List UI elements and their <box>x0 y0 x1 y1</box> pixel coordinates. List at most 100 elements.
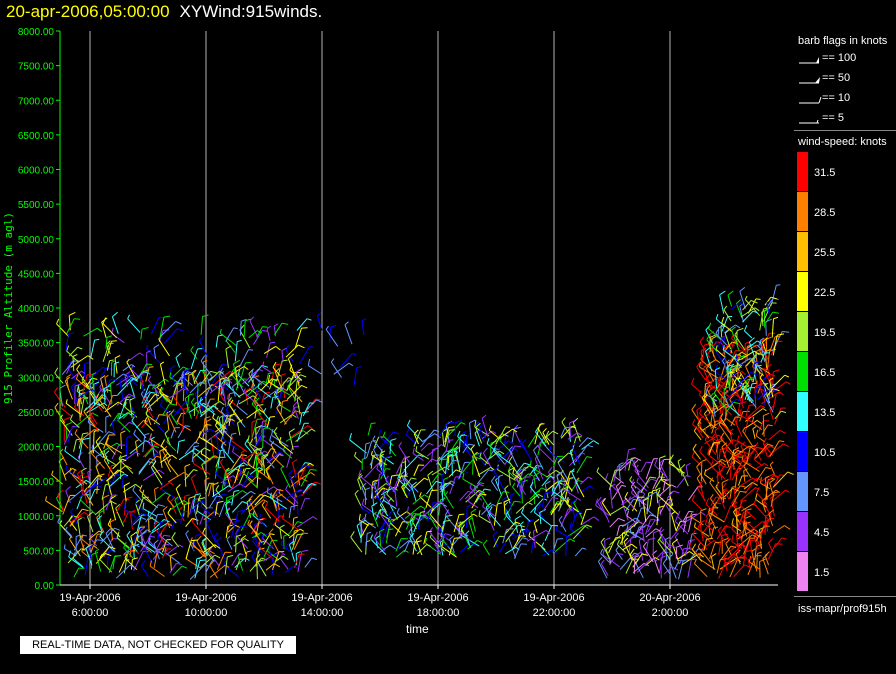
wind-barb <box>234 465 241 484</box>
wind-barb <box>230 520 237 539</box>
wind-barb-flag <box>159 386 163 393</box>
wind-barb-flag <box>262 326 268 328</box>
wind-barb-flag <box>536 503 541 511</box>
wind-barb <box>465 436 469 451</box>
wind-barb <box>404 458 407 477</box>
wind-barb <box>457 513 474 527</box>
wind-barb <box>220 411 231 422</box>
wind-barb-flag <box>623 537 629 543</box>
wind-barb-flag <box>361 318 367 322</box>
wind-barb-flag <box>762 521 768 525</box>
wind-barb <box>240 490 252 500</box>
wind-barb <box>745 391 751 402</box>
wind-barb <box>90 477 107 490</box>
speed-legend-label: 25.5 <box>814 247 835 259</box>
wind-barb-flag <box>739 302 745 306</box>
wind-barb <box>774 410 782 420</box>
wind-barb <box>228 376 231 388</box>
wind-barb-flag <box>697 424 702 430</box>
wind-barb <box>533 470 540 482</box>
wind-barb-flag <box>712 394 717 400</box>
wind-barb <box>237 422 241 436</box>
wind-barb <box>710 421 721 429</box>
wind-barb-flag <box>734 331 738 336</box>
wind-barb <box>508 537 517 559</box>
wind-barb-flag <box>245 318 251 322</box>
wind-barb-flag <box>463 470 469 473</box>
wind-barb-flag <box>274 384 280 389</box>
wind-barb <box>212 485 215 497</box>
wind-barb-flag <box>700 511 706 516</box>
wind-barb-flag <box>677 510 681 517</box>
wind-barb <box>514 537 523 548</box>
wind-barb-flag <box>762 408 767 412</box>
y-tick-label: 1500.00 <box>18 477 55 488</box>
wind-barb-flag <box>743 386 748 391</box>
wind-barb-flag <box>696 406 702 411</box>
wind-barb <box>677 516 686 525</box>
wind-barb-flag <box>659 533 663 541</box>
wind-barb-flag <box>618 462 624 466</box>
wind-barb-flag <box>533 444 539 451</box>
wind-barb <box>172 565 183 576</box>
wind-barb <box>512 486 521 497</box>
wind-barb-flag <box>149 458 156 461</box>
wind-barb <box>247 365 263 383</box>
wind-barb <box>235 534 249 549</box>
wind-barb <box>416 544 427 555</box>
wind-barb-flag <box>99 394 105 401</box>
wind-barb-flag <box>182 375 187 380</box>
wind-barb <box>705 368 715 382</box>
wind-barb <box>268 533 279 553</box>
wind-barb-flag <box>773 316 779 320</box>
wind-barb <box>205 560 213 573</box>
wind-barb-flag <box>252 395 258 399</box>
wind-barb-flag <box>770 296 777 300</box>
wind-barb-flag <box>106 340 111 345</box>
wind-barb <box>409 537 417 552</box>
barb-legend-item-100: == 100 <box>794 52 894 68</box>
wind-barb <box>534 424 541 445</box>
wind-barb <box>131 512 142 526</box>
wind-barb-flag <box>441 483 447 488</box>
wind-barb-flag <box>470 542 477 547</box>
wind-barb <box>111 444 120 460</box>
wind-barb-flag <box>720 558 727 561</box>
wind-barb-flag <box>66 345 70 352</box>
wind-barb-flag <box>177 383 183 386</box>
wind-barb <box>154 489 157 501</box>
wind-barb-flag <box>505 511 509 516</box>
wind-barb-flag <box>301 384 308 389</box>
wind-barb-flag <box>706 333 711 341</box>
wind-barb <box>399 540 410 549</box>
wind-barb <box>730 302 741 311</box>
wind-barb <box>617 544 626 554</box>
wind-barb <box>774 407 782 425</box>
wind-barb <box>398 445 411 464</box>
wind-barb <box>498 440 509 450</box>
wind-barb-flag <box>460 434 466 437</box>
wind-barb-flag <box>756 364 762 367</box>
wind-barb <box>715 441 719 453</box>
wind-barb <box>340 353 353 368</box>
wind-barb <box>580 485 591 493</box>
wind-barb-flag <box>98 509 105 514</box>
wind-barb <box>645 458 654 480</box>
wind-barb-flag <box>535 427 539 433</box>
wind-barb <box>627 500 636 510</box>
wind-barb <box>429 502 441 513</box>
wind-barb <box>201 370 210 382</box>
wind-barb <box>769 440 780 458</box>
wind-barb-flag <box>426 530 432 533</box>
wind-barb-flag <box>174 496 179 501</box>
wind-barb-flag <box>135 439 140 443</box>
wind-barb <box>115 498 125 514</box>
wind-barb-flag <box>53 387 59 393</box>
wind-barb-flag <box>226 535 231 540</box>
wind-barb-flag <box>755 348 761 353</box>
wind-barb-flag <box>288 353 295 360</box>
wind-barb <box>277 509 280 529</box>
wind-barb-flag <box>155 443 161 447</box>
wind-barb <box>730 388 742 397</box>
wind-barb <box>395 538 402 552</box>
